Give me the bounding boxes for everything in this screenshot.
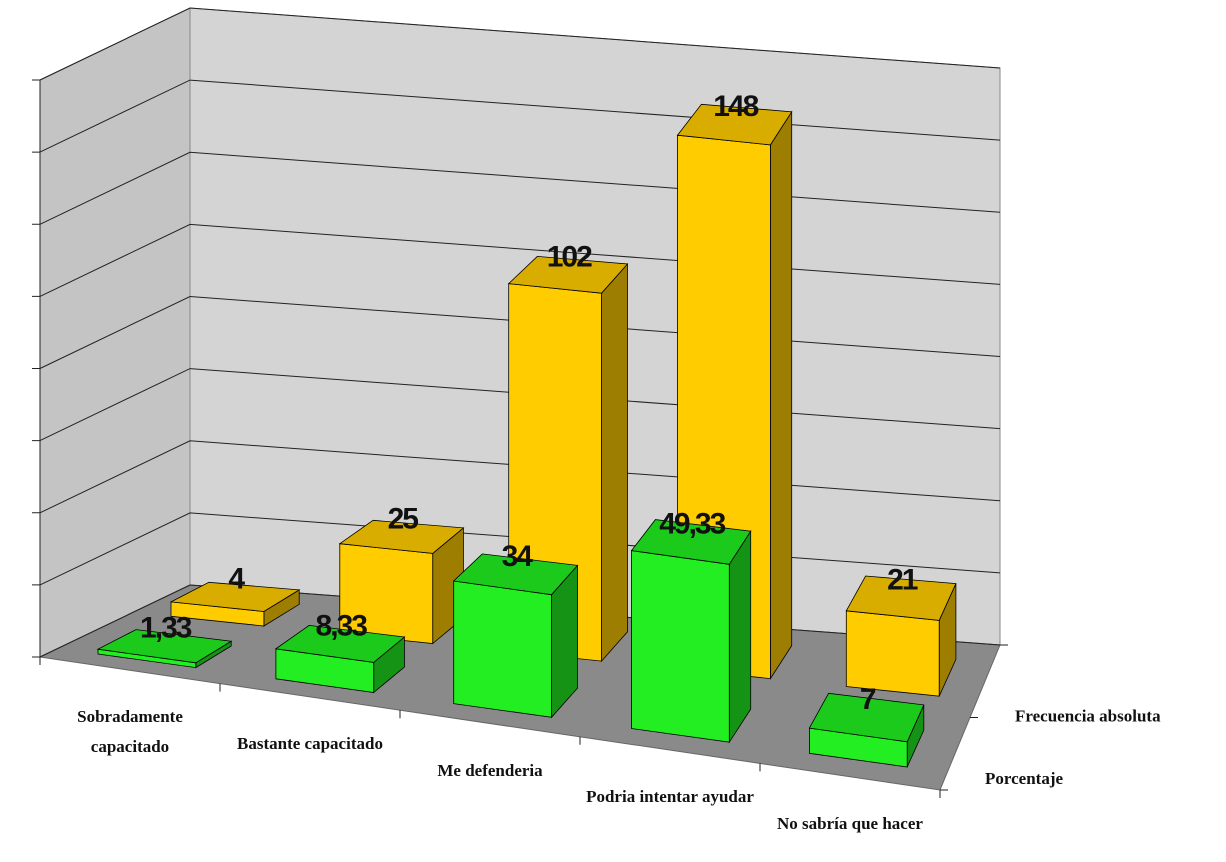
bar-top bbox=[676, 103, 793, 146]
x-tick-label: Podria intentar ayudar bbox=[586, 787, 754, 807]
value-label: 49,33 bbox=[659, 507, 725, 540]
value-label: 25 bbox=[388, 502, 419, 535]
value-label: 21 bbox=[887, 564, 918, 597]
value-label: 8,33 bbox=[316, 609, 368, 642]
bar-side bbox=[728, 529, 752, 744]
value-label: 7 bbox=[860, 683, 876, 716]
value-label: 148 bbox=[713, 90, 758, 123]
bar-top bbox=[507, 255, 629, 294]
bar-top bbox=[630, 519, 752, 565]
series-label: Porcentaje bbox=[985, 769, 1063, 788]
value-label: 34 bbox=[502, 540, 534, 573]
bar-top bbox=[808, 692, 925, 743]
value-label: 4 bbox=[228, 562, 245, 595]
x-tick-label: Sobradamente capacitado bbox=[77, 707, 183, 757]
bar-top bbox=[96, 629, 233, 664]
bar-top bbox=[845, 575, 957, 621]
bar-front bbox=[631, 550, 730, 743]
grid-line bbox=[39, 7, 1001, 81]
x-tick-label: Me defenderia bbox=[437, 760, 543, 780]
bar-top bbox=[338, 519, 465, 554]
series-label: Frecuencia absoluta bbox=[1015, 706, 1161, 725]
bar-top bbox=[169, 581, 301, 612]
value-label: 102 bbox=[547, 240, 592, 273]
bar-top bbox=[452, 553, 579, 596]
x-tick-label: Bastante capacitado bbox=[237, 733, 383, 753]
bar-side bbox=[601, 262, 628, 663]
bar-side bbox=[770, 110, 793, 680]
bar-top bbox=[274, 624, 406, 663]
bar-front bbox=[453, 580, 552, 718]
x-tick-label: No sabría que hacer bbox=[777, 813, 923, 833]
value-label: 1,33 bbox=[140, 612, 192, 645]
